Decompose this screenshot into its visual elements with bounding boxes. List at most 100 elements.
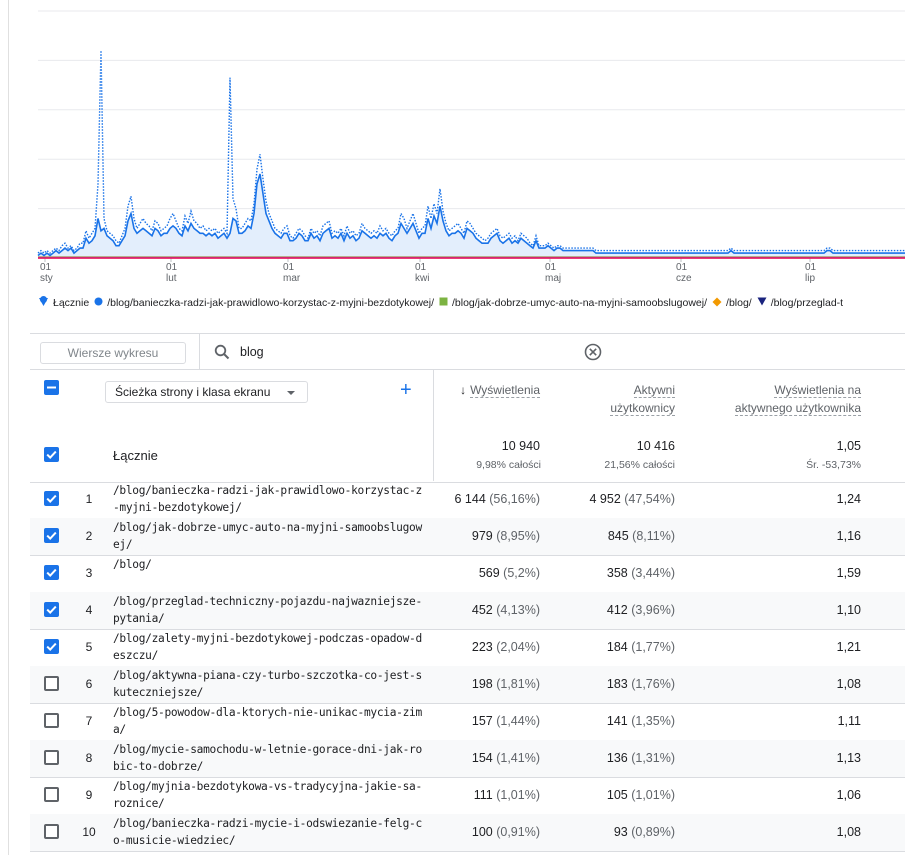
views-cell-value: 979 [471, 529, 493, 543]
row-checkbox[interactable] [44, 491, 59, 506]
row-number: 5 [85, 640, 93, 654]
users-cell-percent: (3,96%) [631, 603, 675, 617]
line-chart [37, 10, 905, 262]
x-tick-label: 01 lut [166, 262, 177, 284]
dimension-label: Ścieżka strony i klasa ekranu [115, 385, 271, 399]
users-cell: 183 (1,76%) [560, 677, 675, 691]
legend-item[interactable]: /blog/przeglad-t [757, 297, 843, 309]
column-header-views[interactable]: ↓ Wyświetlenia [440, 381, 540, 399]
row-checkbox[interactable] [44, 602, 59, 617]
legend-item[interactable]: Łącznie [38, 296, 89, 310]
users-cell-value: 93 [613, 825, 628, 839]
column-header-users[interactable]: Aktywni użytkownicy [560, 381, 675, 417]
views-cell: 100 (0,91%) [440, 825, 540, 839]
page-path-link[interactable]: /blog/banieczka-radzi-jak-prawidlowo-kor… [113, 484, 422, 514]
page-path-link[interactable]: /blog/mycie-samochodu-w-letnie-gorace-dn… [113, 743, 422, 773]
row-checkbox[interactable] [44, 750, 59, 765]
checkmark-icon [46, 605, 57, 615]
diamond-icon [712, 297, 722, 310]
table-row[interactable] [30, 518, 905, 556]
users-cell-value: 845 [607, 529, 629, 543]
views-cell-percent: (4,13%) [496, 603, 540, 617]
row-number: 8 [85, 751, 93, 765]
legend-item[interactable]: /blog/jak-dobrze-umyc-auto-na-myjni-samo… [439, 297, 707, 309]
views-cell: 111 (1,01%) [440, 788, 540, 802]
page-path-link[interactable]: /blog/5-powodow-dla-ktorych-nie-unikac-m… [113, 706, 422, 736]
views-cell-value: 100 [471, 825, 493, 839]
views-cell-percent: (1,44%) [496, 714, 540, 728]
views-per-user-cell-value: 1,11 [837, 714, 861, 728]
views-per-user-cell: 1,21 [690, 640, 861, 654]
square-icon [439, 297, 448, 309]
page-path-link[interactable]: /blog/aktywna-piana-czy-turbo-szczotka-c… [113, 669, 422, 699]
clear-search-icon[interactable] [584, 343, 602, 361]
legend-item[interactable]: /blog/ [712, 297, 752, 310]
users-cell-percent: (1,77%) [631, 640, 675, 654]
table-row[interactable] [30, 666, 905, 704]
views-cell-value: 198 [471, 677, 493, 691]
users-cell-percent: (1,01%) [631, 788, 675, 802]
row-checkbox[interactable] [44, 676, 59, 691]
views-per-user-cell: 1,11 [690, 714, 861, 728]
table-row[interactable] [30, 814, 905, 852]
search-icon [214, 344, 230, 360]
page-path-link[interactable]: /blog/banieczka-radzi-mycie-i-odswiezani… [113, 817, 422, 847]
views-cell-value: 569 [478, 566, 500, 580]
users-cell-value: 4 952 [589, 492, 621, 506]
search-input[interactable] [240, 343, 570, 361]
series-line-total [37, 50, 905, 255]
column-vpu-line1: Wyświetlenia na [774, 383, 861, 398]
page-path-link[interactable]: /blog/zalety-myjni-bezdotykowej-podczas-… [113, 632, 422, 662]
users-cell-value: 136 [606, 751, 628, 765]
select-all-checkbox[interactable] [44, 380, 59, 395]
views-cell-percent: (1,01%) [496, 788, 540, 802]
table-row[interactable] [30, 592, 905, 630]
legend-item[interactable]: /blog/banieczka-radzi-jak-prawidlowo-kor… [94, 297, 434, 309]
views-per-user-cell-value: 1,08 [836, 825, 861, 839]
column-vpu-line2: aktywnego użytkownika [734, 401, 861, 416]
page-path-link[interactable]: /blog/przeglad-techniczny-pojazdu-najwaz… [113, 595, 422, 625]
x-tick-month: lut [166, 273, 177, 284]
views-per-user-cell: 1,06 [690, 788, 861, 802]
table-row[interactable] [30, 740, 905, 778]
totals-users-sub: 21,56% całości [604, 459, 675, 471]
views-per-user-cell-value: 1,06 [836, 788, 861, 802]
legend-label: /blog/jak-dobrze-umyc-auto-na-myjni-samo… [452, 297, 708, 309]
x-tick-label: 01 kwi [415, 262, 429, 284]
dimension-selector[interactable]: Ścieżka strony i klasa ekranu [105, 381, 308, 403]
chart-rows-button[interactable]: Wiersze wykresu [40, 342, 186, 364]
indeterminate-icon [47, 386, 56, 389]
x-tick-day: 01 [805, 262, 817, 273]
users-cell-percent: (47,54%) [624, 492, 675, 506]
views-per-user-cell-value: 1,08 [836, 677, 861, 691]
views-cell: 223 (2,04%) [440, 640, 540, 654]
views-cell-value: 452 [471, 603, 493, 617]
views-cell-percent: (5,2%) [503, 566, 540, 580]
column-header-views-per-user[interactable]: Wyświetlenia na aktywnego użytkownika [690, 381, 861, 417]
row-checkbox[interactable] [44, 639, 59, 654]
row-checkbox[interactable] [44, 824, 59, 839]
checkmark-icon [46, 642, 57, 652]
users-cell-value: 358 [606, 566, 628, 580]
row-checkbox[interactable] [44, 713, 59, 728]
x-tick-month: maj [545, 273, 562, 284]
users-cell-percent: (8,11%) [632, 529, 675, 543]
row-number: 9 [85, 788, 93, 802]
legend-label: /blog/ [726, 297, 752, 309]
column-views-label: Wyświetlenia [470, 383, 540, 398]
totals-label: Łącznie [113, 448, 158, 463]
add-dimension-button[interactable]: + [400, 379, 412, 401]
page-path-link[interactable]: /blog/jak-dobrze-umyc-auto-na-myjni-samo… [113, 521, 422, 551]
row-checkbox[interactable] [44, 787, 59, 802]
row-checkbox[interactable] [44, 565, 59, 580]
page-path-link[interactable]: /blog/ [113, 558, 152, 571]
users-cell-percent: (1,35%) [631, 714, 675, 728]
totals-users: 10 416 [636, 439, 675, 453]
row-checkbox[interactable] [44, 528, 59, 543]
views-cell-percent: (1,81%) [496, 677, 540, 691]
users-cell: 4 952 (47,54%) [560, 492, 676, 506]
totals-checkbox[interactable] [44, 447, 59, 462]
views-per-user-cell-value: 1,16 [836, 529, 861, 543]
page-path-link[interactable]: /blog/myjnia-bezdotykowa-vs-tradycyjna-j… [113, 780, 422, 810]
users-cell: 845 (8,11%) [560, 529, 675, 543]
